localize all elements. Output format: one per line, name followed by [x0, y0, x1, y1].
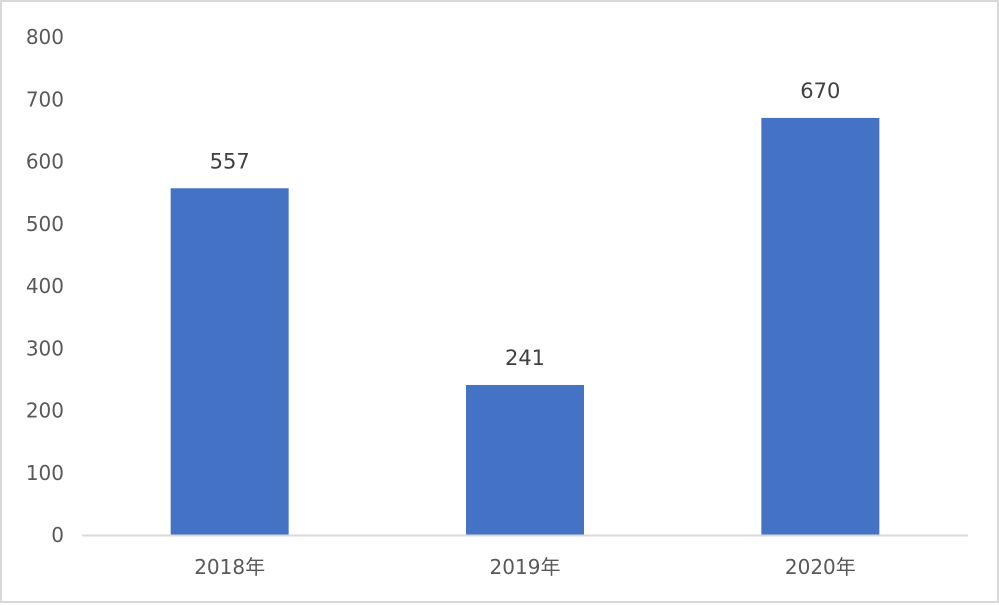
bar-2018年 — [170, 188, 289, 535]
x-axis-labels: 2018年 2019年 2020年 — [194, 555, 856, 579]
y-tick-label: 800 — [26, 25, 64, 49]
data-label: 670 — [800, 79, 840, 103]
x-tick-label: 2018年 — [194, 555, 265, 579]
x-tick-label: 2019年 — [490, 555, 561, 579]
y-tick-label: 100 — [26, 461, 64, 485]
y-tick-label: 700 — [26, 87, 64, 111]
data-labels: 557 241 670 — [210, 79, 841, 370]
y-tick-label: 600 — [26, 150, 64, 174]
x-tick-label: 2020年 — [785, 555, 856, 579]
y-tick-label: 0 — [51, 523, 64, 547]
y-tick-label: 400 — [26, 274, 64, 298]
bars — [170, 117, 880, 536]
y-tick-label: 500 — [26, 212, 64, 236]
data-label: 241 — [505, 346, 545, 370]
y-tick-label: 300 — [26, 336, 64, 360]
y-tick-label: 200 — [26, 399, 64, 423]
y-axis-ticks: 0 100 200 300 400 500 600 700 800 — [26, 25, 64, 547]
bar-2020年 — [761, 117, 880, 536]
bar-2019年 — [466, 384, 584, 535]
data-label: 557 — [210, 149, 250, 173]
